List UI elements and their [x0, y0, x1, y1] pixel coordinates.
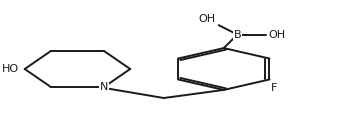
Text: B: B — [234, 30, 241, 40]
Text: N: N — [100, 82, 108, 92]
Text: HO: HO — [1, 64, 18, 74]
Text: F: F — [271, 83, 278, 93]
Text: OH: OH — [199, 14, 216, 24]
Text: OH: OH — [268, 30, 285, 40]
